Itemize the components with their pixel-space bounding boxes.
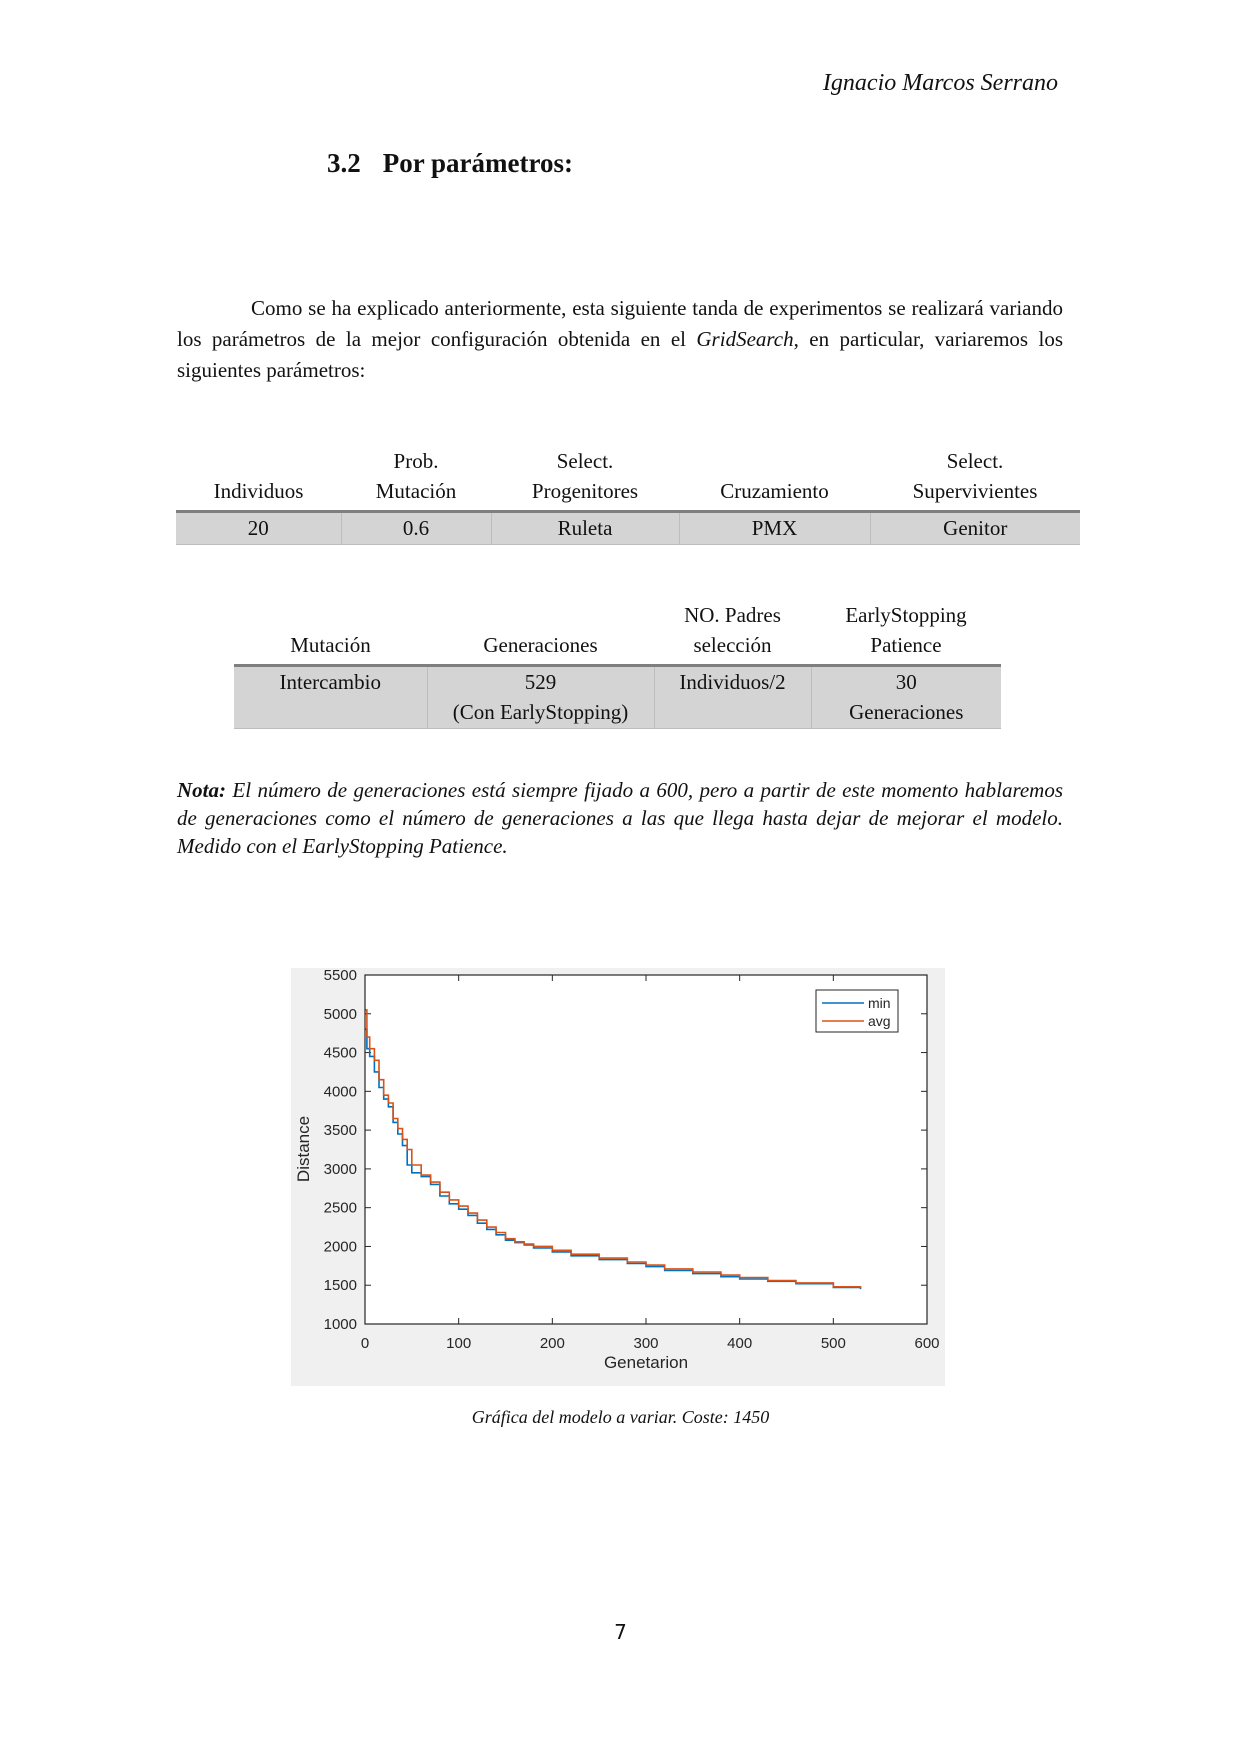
cell-line: Intercambio xyxy=(279,670,381,694)
intro-paragraph: Como se ha explicado anteriormente, esta… xyxy=(177,293,1063,386)
header-line: selección xyxy=(693,633,772,657)
y-tick-label: 4500 xyxy=(324,1045,357,1062)
series-lines xyxy=(365,1009,862,1290)
cell-line: Individuos/2 xyxy=(679,670,786,694)
cell-generaciones: 529 (Con EarlyStopping) xyxy=(426,665,654,729)
y-tick-label: 2000 xyxy=(324,1238,357,1255)
x-axis-label: Genetarion xyxy=(604,1353,688,1372)
x-tick-label: 500 xyxy=(821,1335,846,1352)
intro-emphasis: GridSearch xyxy=(696,327,794,351)
cell-mutacion: Intercambio xyxy=(234,665,427,729)
header-line: Generaciones xyxy=(483,633,598,657)
section-number: 3.2 xyxy=(327,148,361,178)
header-line: Supervivientes xyxy=(912,479,1038,503)
header-select-supervivientes: Select. Supervivientes xyxy=(870,446,1080,512)
header-line: Mutación xyxy=(375,479,457,503)
table-header-row: Individuos Prob. Mutación Select. Progenit… xyxy=(176,446,1080,512)
section-heading: 3.2 Por parámetros: xyxy=(327,148,573,179)
header-select-progenitores: Select. Progenitores xyxy=(491,446,679,512)
header-line: Progenitores xyxy=(531,479,639,503)
note-label: Nota: xyxy=(177,778,226,802)
series-line-avg xyxy=(365,1009,862,1289)
header-prob-mutacion: Prob. Mutación xyxy=(341,446,491,512)
page-number: 7 xyxy=(614,1620,627,1644)
cell-padres-seleccion: Individuos/2 xyxy=(653,665,811,729)
table-row: 20 0.6 Ruleta PMX Genitor xyxy=(176,511,1080,545)
header-padres-seleccion: NO. Padres selección xyxy=(654,600,811,666)
chart-svg: 0 100 200 300 400 500 600 1000 1500 2000 2500 3000 3… xyxy=(294,968,940,1372)
cell-line: (Con EarlyStopping) xyxy=(452,700,629,724)
y-tick-label: 1500 xyxy=(324,1277,357,1294)
legend-label-min: min xyxy=(868,995,891,1011)
cell-select-progenitores: Ruleta xyxy=(490,511,679,545)
header-line: Cruzamiento xyxy=(720,479,829,503)
cell-line: Generaciones xyxy=(849,700,964,724)
y-axis-label: Distance xyxy=(294,1116,313,1182)
parameters-table-2: Mutación Generaciones NO. Padres selecció… xyxy=(234,600,1001,729)
y-tick-label: 3500 xyxy=(324,1122,357,1139)
header-cruzamiento: Cruzamiento xyxy=(679,446,870,512)
intro-text-start: Como se ha explicado anteriormente, esta… xyxy=(177,296,1063,351)
plot-frame xyxy=(364,974,928,1325)
header-line: EarlyStopping xyxy=(845,603,967,627)
header-line: Select. xyxy=(946,449,1004,473)
cell-select-supervivientes: Genitor xyxy=(869,511,1080,545)
note-paragraph: Nota: El número de generaciones está sie… xyxy=(177,776,1063,860)
cell-line: 30 xyxy=(895,670,917,694)
x-tick-label: 0 xyxy=(361,1335,369,1352)
y-tick-label: 5500 xyxy=(324,968,357,984)
running-header-author: Ignacio Marcos Serrano xyxy=(822,70,1058,96)
y-tick-label: 4000 xyxy=(324,1083,357,1100)
y-tick-label: 3000 xyxy=(324,1161,357,1178)
header-generaciones: Generaciones xyxy=(427,600,654,666)
intro-text-end: , en particular, variaremos los siguient… xyxy=(177,327,1063,382)
axis-ticks: 0 100 200 300 400 500 600 1000 1500 2000 2500 3000 3… xyxy=(324,968,940,1352)
header-mutacion: Mutación xyxy=(234,600,427,666)
header-line: Select. xyxy=(556,449,614,473)
header-earlystopping-patience: EarlyStopping Patience xyxy=(811,600,1001,666)
x-tick-label: 300 xyxy=(633,1335,658,1352)
x-tick-label: 100 xyxy=(446,1335,471,1352)
x-tick-label: 200 xyxy=(540,1335,565,1352)
x-tick-label: 600 xyxy=(914,1335,939,1352)
header-line: Individuos xyxy=(213,479,304,503)
cell-cruzamiento: PMX xyxy=(678,511,870,545)
header-line: Prob. xyxy=(393,449,439,473)
legend-label-avg: avg xyxy=(868,1013,891,1029)
y-tick-label: 5000 xyxy=(324,1006,357,1023)
cell-earlystopping-patience: 30 Generaciones xyxy=(810,665,1001,729)
figure-caption: Gráfica del modelo a variar. Coste: 1450 xyxy=(471,1407,770,1427)
note-text: El número de generaciones está siempre f… xyxy=(177,778,1063,858)
table-header-row: Mutación Generaciones NO. Padres selecció… xyxy=(234,600,1001,666)
section-title: Por parámetros: xyxy=(382,148,573,178)
cell-prob-mutacion: 0.6 xyxy=(340,511,491,545)
parameters-table-1: Individuos Prob. Mutación Select. Progenit… xyxy=(176,446,1080,545)
y-tick-label: 2500 xyxy=(324,1200,357,1217)
chart-legend: min avg xyxy=(815,989,899,1033)
cell-individuos: 20 xyxy=(176,511,341,545)
y-tick-label: 1000 xyxy=(324,1316,357,1333)
legend-box xyxy=(815,989,899,1033)
header-individuos: Individuos xyxy=(176,446,341,512)
distance-chart: 0 100 200 300 400 500 600 1000 1500 2000 2500 3000 3… xyxy=(291,968,945,1386)
x-tick-label: 400 xyxy=(727,1335,752,1352)
header-line: Patience xyxy=(870,633,942,657)
table-row: Intercambio 529 (Con EarlyStopping) Indiv… xyxy=(234,665,1001,729)
cell-line: 529 xyxy=(524,670,557,694)
header-line: Mutación xyxy=(290,633,371,657)
header-line: NO. Padres xyxy=(684,603,781,627)
